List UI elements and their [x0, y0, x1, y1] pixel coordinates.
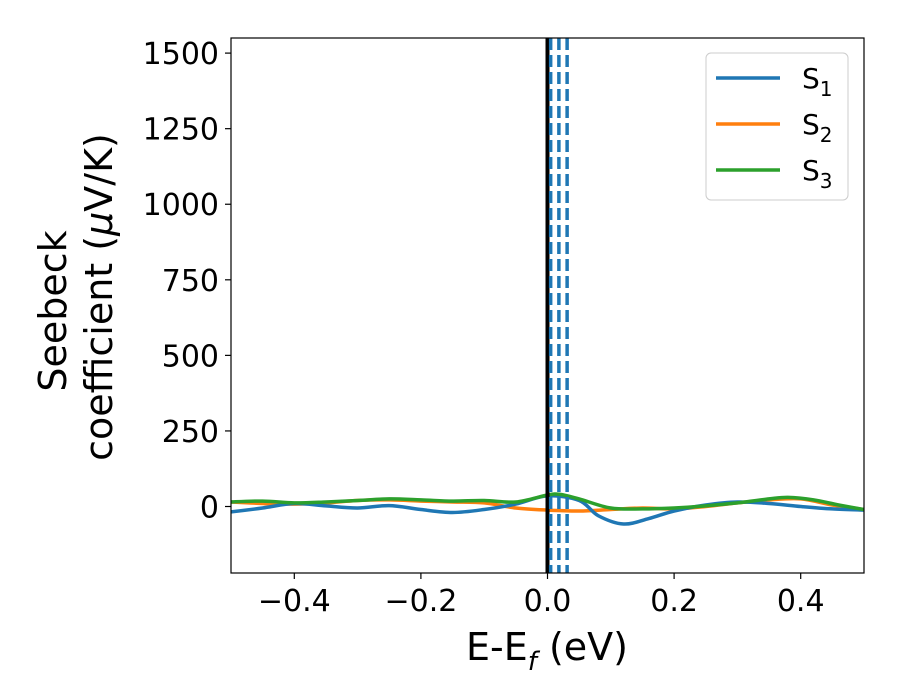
legend: S1 S2 S3	[705, 52, 849, 201]
y-axis: 0 250 500 750 1000 1250 1500	[143, 37, 231, 526]
y-axis-label-line2: coefficient (μV/K)	[77, 133, 121, 461]
y-axis-label-main: coefficient (	[77, 236, 121, 461]
legend-label-s3: S3	[802, 154, 833, 193]
x-axis-label: E-Ef (eV)	[466, 625, 628, 677]
y-axis-label-tail: V/K)	[77, 133, 121, 212]
series-line-s3	[231, 492, 864, 512]
x-axis-label-tail: (eV)	[537, 625, 628, 669]
x-axis-label-main: E-E	[466, 625, 528, 669]
y-tick-label: 250	[162, 415, 219, 450]
y-tick-label: 1500	[143, 37, 219, 72]
y-tick-label: 1250	[143, 113, 219, 148]
x-tick-label: −0.4	[258, 584, 331, 619]
plot-content	[231, 38, 864, 573]
y-tick-label: 500	[162, 339, 219, 374]
y-tick-label: 1000	[143, 188, 219, 223]
legend-box	[705, 52, 849, 201]
x-tick-label: 0.4	[777, 584, 825, 619]
legend-label-s2: S2	[802, 108, 833, 147]
y-tick-label: 0	[200, 491, 219, 526]
y-tick-label: 750	[162, 264, 219, 299]
x-axis: −0.4 −0.2 0.0 0.2 0.4	[258, 573, 825, 619]
legend-label-s1: S1	[802, 62, 833, 101]
y-axis-label-line1: Seebeck	[31, 230, 75, 391]
x-tick-label: −0.2	[384, 584, 457, 619]
x-tick-label: 0.0	[524, 584, 572, 619]
y-axis-label-mu: μ	[77, 212, 121, 237]
x-tick-label: 0.2	[650, 584, 698, 619]
